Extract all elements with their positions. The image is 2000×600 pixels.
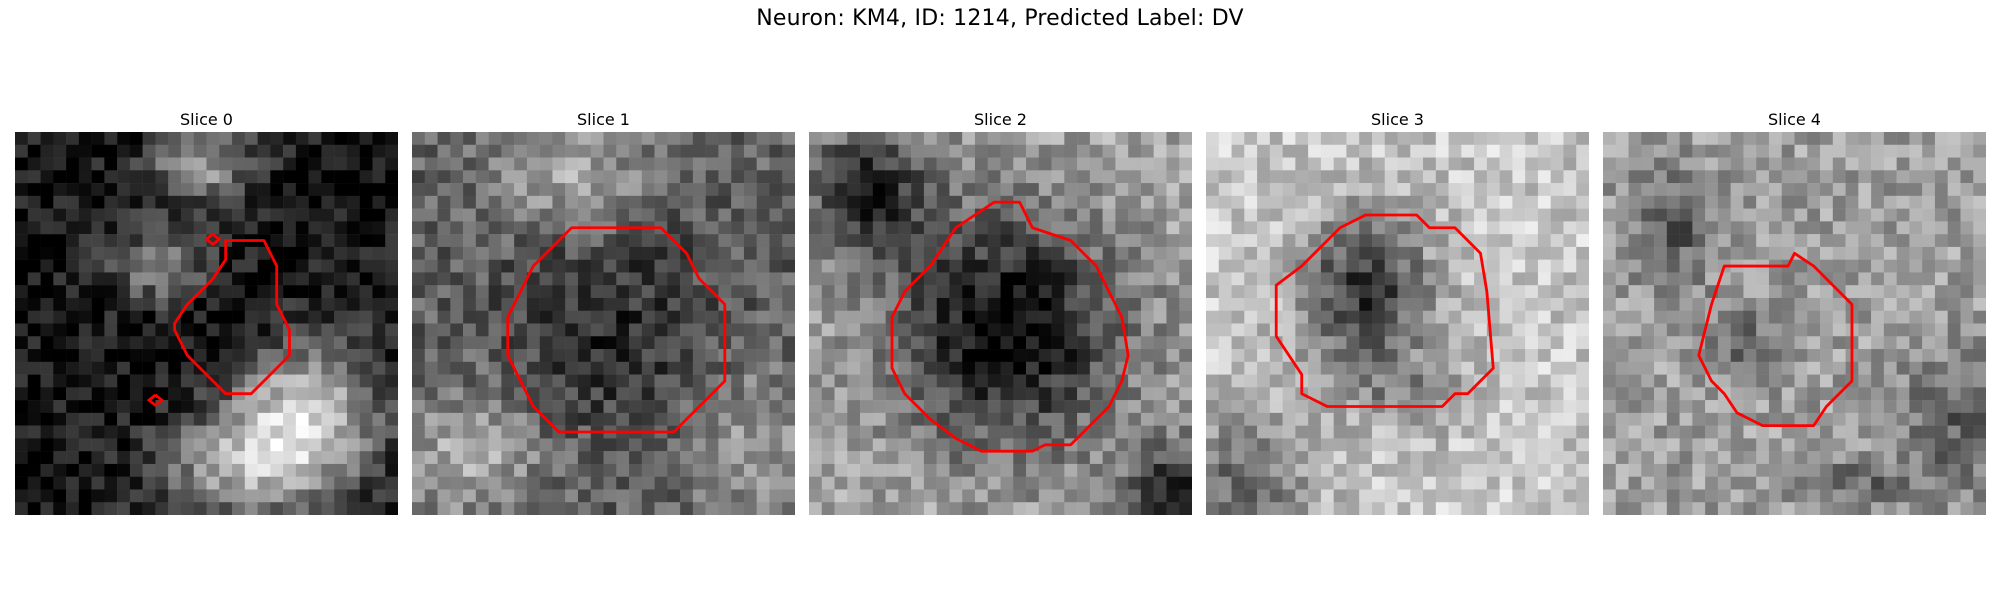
roi-contour (173, 239, 291, 396)
roi-contour (506, 226, 727, 434)
roi-contour-fragment (204, 233, 222, 247)
pixel-grid (809, 132, 1192, 515)
slice-title: Slice 0 (180, 110, 233, 129)
roi-contour (1697, 251, 1854, 428)
roi-contour-fragment (146, 393, 165, 408)
slice-panel-3: Slice 3 (1206, 108, 1589, 515)
slice-panel-4: Slice 4 (1603, 108, 1986, 515)
slice-image (1603, 132, 1986, 515)
pixel-grid (412, 132, 795, 515)
pixel-grid (1603, 132, 1986, 515)
slice-title: Slice 4 (1768, 110, 1821, 129)
slice-image (809, 132, 1192, 515)
slice-title: Slice 1 (577, 110, 630, 129)
roi-contour (1274, 213, 1495, 408)
slice-image (1206, 132, 1589, 515)
slice-panel-2: Slice 2 (809, 108, 1192, 515)
figure-title: Neuron: KM4, ID: 1214, Predicted Label: … (756, 6, 1244, 31)
pixel-grid (1206, 132, 1589, 515)
roi-contour (890, 200, 1130, 453)
pixel-grid (15, 132, 398, 515)
slice-title: Slice 2 (974, 110, 1027, 129)
slice-panel-1: Slice 1 (412, 108, 795, 515)
slice-image (412, 132, 795, 515)
slice-image (15, 132, 398, 515)
slice-panel-0: Slice 0 (15, 108, 398, 515)
slice-title: Slice 3 (1371, 110, 1424, 129)
